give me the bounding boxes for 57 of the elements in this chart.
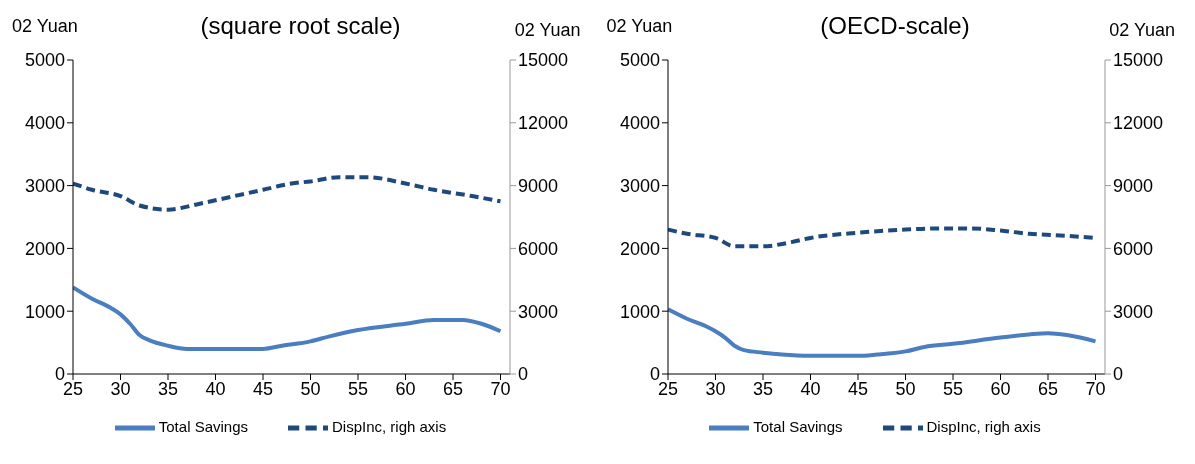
y2-tick-label: 0 xyxy=(1112,364,1123,385)
y-tick-label: 5000 xyxy=(619,50,660,71)
x-tick-label: 40 xyxy=(799,378,821,399)
y2-tick-label: 0 xyxy=(518,364,529,385)
x-tick-label: 40 xyxy=(205,378,226,399)
x-tick-label: 35 xyxy=(752,378,773,399)
y-tick-label: 3000 xyxy=(619,175,660,196)
y-tick-label: 4000 xyxy=(24,113,65,134)
y-tick-label: 5000 xyxy=(24,50,65,71)
y2-tick-label: 12000 xyxy=(518,113,569,134)
x-tick-label: 30 xyxy=(704,378,726,399)
y-tick-label: 3000 xyxy=(24,175,65,196)
x-tick-label: 30 xyxy=(110,378,131,399)
y2-tick-label: 12000 xyxy=(1112,113,1163,134)
legend-label: Total Savings xyxy=(753,417,843,435)
legend-label: DispInc, righ axis xyxy=(332,417,447,435)
y2-tick-label: 15000 xyxy=(1112,50,1163,71)
y-tick-label: 2000 xyxy=(619,238,660,259)
y2-tick-label: 9000 xyxy=(518,175,559,196)
line-series xyxy=(73,285,503,351)
x-tick-label: 45 xyxy=(847,378,868,399)
y2-tick-label: 6000 xyxy=(1112,238,1153,259)
line-series xyxy=(73,175,503,212)
x-tick-label: 55 xyxy=(347,378,369,399)
y-tick-label: 2000 xyxy=(24,238,65,259)
y-tick-label: 1000 xyxy=(619,301,660,322)
x-tick-label: 35 xyxy=(157,378,179,399)
x-tick-label: 70 xyxy=(490,378,511,399)
y2-axis-title: 02 Yuan xyxy=(1109,20,1175,41)
legend-label: Total Savings xyxy=(158,417,248,435)
y2-axis-title: 02 Yuan xyxy=(514,20,581,41)
y2-tick-label: 6000 xyxy=(518,238,559,259)
x-tick-label: 60 xyxy=(395,378,416,399)
x-tick-label: 25 xyxy=(62,378,84,399)
y-tick-label: 0 xyxy=(54,364,65,385)
chart-title: (square root scale) xyxy=(200,12,401,39)
y-axis-title: 02 Yuan xyxy=(12,16,78,37)
y2-tick-label: 15000 xyxy=(518,50,569,71)
line-series xyxy=(667,307,1097,358)
chart-title: (OECD-scale) xyxy=(820,12,970,39)
y-axis-title: 02 Yuan xyxy=(606,16,673,37)
x-tick-label: 50 xyxy=(894,378,916,399)
x-tick-label: 65 xyxy=(1037,378,1058,399)
y2-tick-label: 3000 xyxy=(1112,301,1153,322)
x-tick-label: 45 xyxy=(252,378,274,399)
y-tick-label: 4000 xyxy=(619,113,660,134)
y2-tick-label: 3000 xyxy=(518,301,559,322)
y2-tick-label: 9000 xyxy=(1112,175,1153,196)
y-tick-label: 1000 xyxy=(24,301,65,322)
y-tick-label: 0 xyxy=(649,364,660,385)
legend-label: DispInc, righ axis xyxy=(926,417,1041,435)
x-tick-label: 65 xyxy=(442,378,464,399)
x-tick-label: 55 xyxy=(942,378,963,399)
x-tick-label: 70 xyxy=(1084,378,1106,399)
x-tick-label: 60 xyxy=(989,378,1011,399)
x-tick-label: 50 xyxy=(300,378,321,399)
x-tick-label: 25 xyxy=(657,378,678,399)
